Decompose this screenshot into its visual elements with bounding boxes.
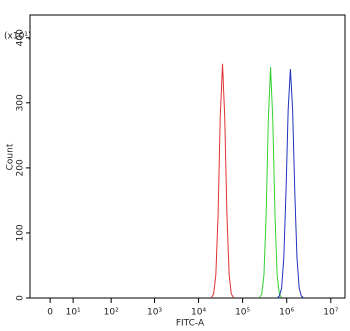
x-tick-label: 0 bbox=[47, 308, 53, 318]
x-tick-label: 10⁵ bbox=[235, 308, 250, 318]
y-tick-label: 400 bbox=[16, 29, 26, 46]
y-tick-label: 300 bbox=[16, 94, 26, 111]
y-tick-label: 100 bbox=[16, 224, 26, 241]
plot-frame bbox=[29, 14, 346, 299]
y-tick-label: 0 bbox=[16, 295, 26, 301]
histogram-line bbox=[276, 68, 304, 299]
y-axis-label: Count bbox=[6, 143, 16, 170]
scale-note: (x10¹) bbox=[4, 32, 31, 42]
x-tick-label: 10⁶ bbox=[279, 308, 294, 318]
y-tick-label: 200 bbox=[16, 159, 26, 176]
x-tick-label: 10⁴ bbox=[191, 308, 206, 318]
x-tick-label: 10¹ bbox=[66, 308, 81, 318]
x-tick-label: 10⁷ bbox=[323, 308, 338, 318]
histogram-line bbox=[211, 63, 234, 298]
histogram-line bbox=[259, 67, 282, 298]
x-tick-label: 10² bbox=[104, 308, 119, 318]
x-tick-label: 10³ bbox=[147, 308, 162, 318]
x-axis-label: FITC-A bbox=[176, 319, 205, 329]
